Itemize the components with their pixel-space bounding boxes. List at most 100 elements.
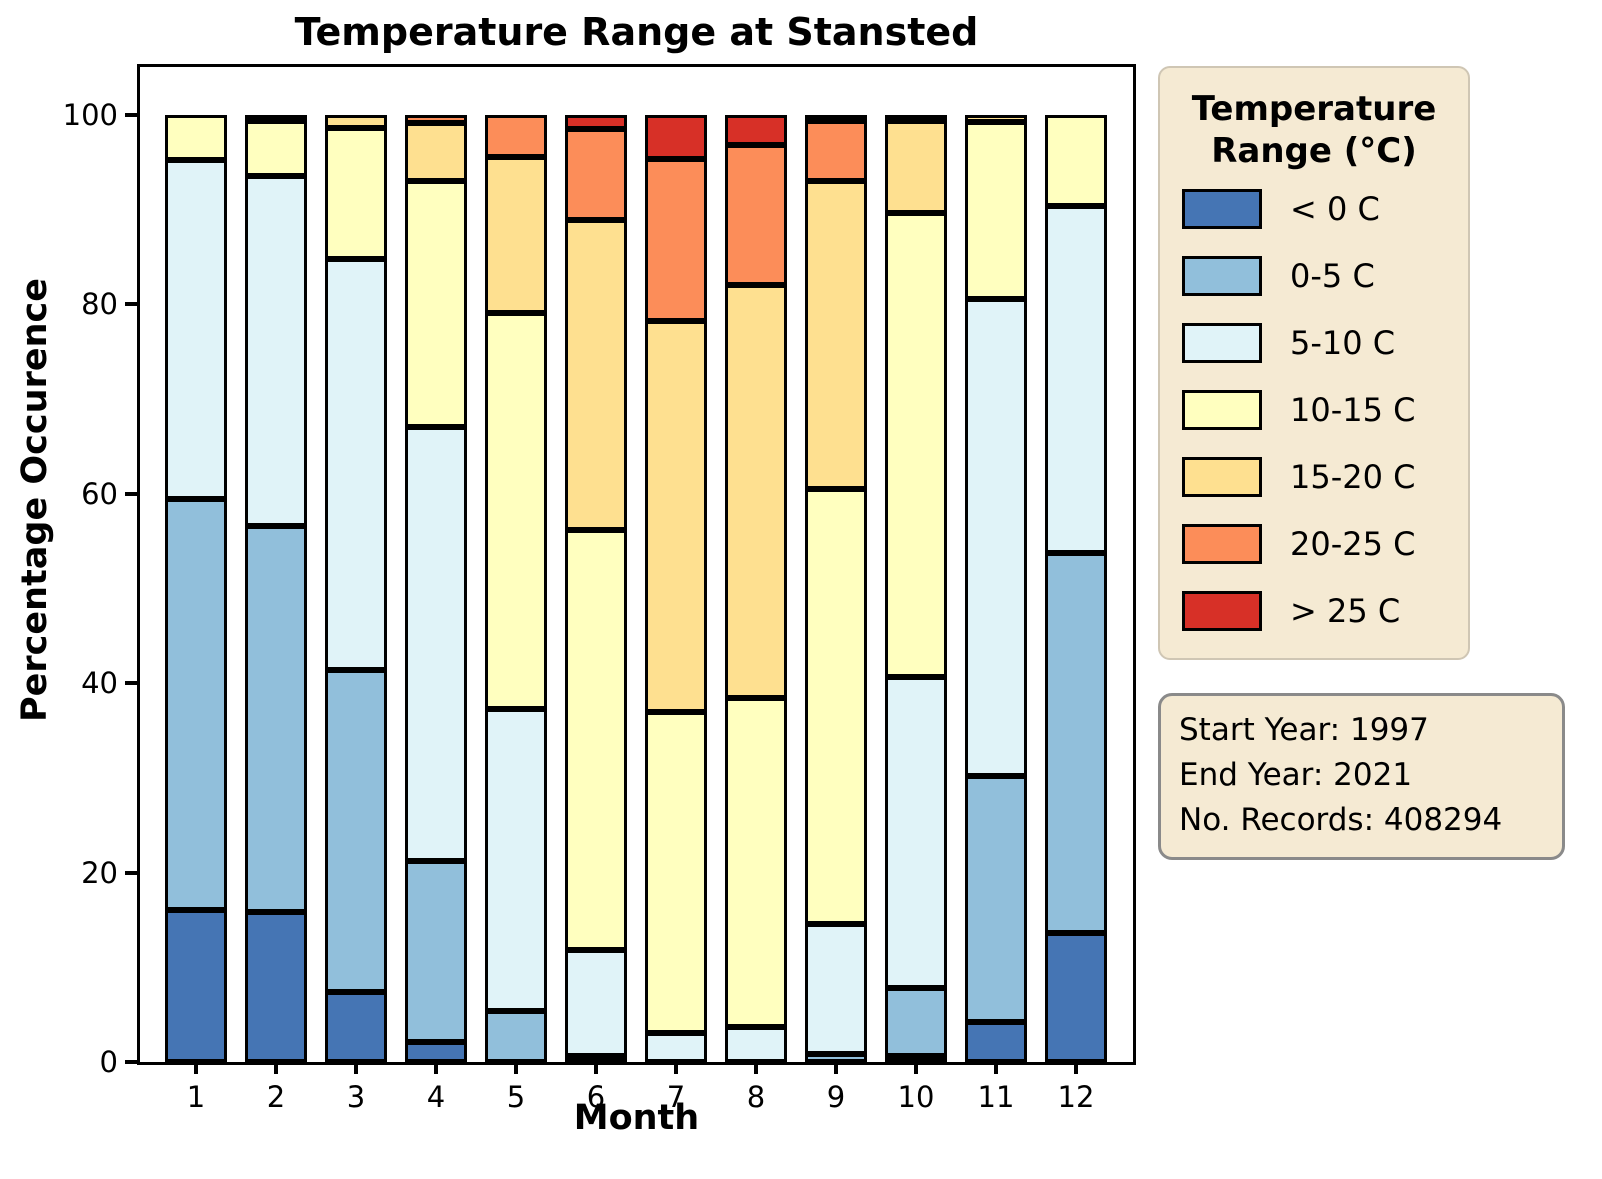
bar-segment bbox=[165, 498, 227, 910]
chart-title: Temperature Range at Stansted bbox=[294, 10, 979, 54]
bar-segment bbox=[805, 114, 867, 121]
legend-title-line: Range (°C) bbox=[1211, 131, 1417, 171]
bar-segment bbox=[805, 1054, 867, 1062]
x-tick-label: 11 bbox=[977, 1080, 1015, 1114]
x-tick-label: 3 bbox=[346, 1080, 366, 1114]
x-tick-label: 10 bbox=[897, 1080, 935, 1114]
bar-month-10 bbox=[885, 115, 947, 1062]
legend-title: Temperature Range (°C) bbox=[1182, 88, 1446, 172]
x-tick-label: 12 bbox=[1057, 1080, 1095, 1114]
bar-segment bbox=[805, 489, 867, 924]
x-tick-label: 9 bbox=[826, 1080, 846, 1114]
bar-segment bbox=[405, 181, 467, 427]
bar-segment bbox=[885, 115, 947, 121]
bar-segment bbox=[325, 258, 387, 670]
bar-segment bbox=[725, 145, 787, 285]
y-tick-mark bbox=[125, 1060, 137, 1064]
x-tick-mark bbox=[594, 1062, 598, 1074]
x-tick-label: 6 bbox=[586, 1080, 606, 1114]
bar-segment bbox=[965, 115, 1027, 122]
bar-segment bbox=[565, 219, 627, 531]
legend-label: 15-20 C bbox=[1290, 458, 1416, 496]
bar-segment bbox=[645, 1032, 707, 1062]
bar-segment bbox=[805, 120, 867, 181]
bar-segment bbox=[885, 213, 947, 678]
bar-segment bbox=[325, 669, 387, 992]
bar-segment bbox=[245, 912, 307, 1062]
x-tick-mark bbox=[834, 1062, 838, 1074]
legend-swatch bbox=[1182, 189, 1262, 229]
bar-segment bbox=[965, 1022, 1027, 1062]
legend-items: < 0 C 0-5 C 5-10 C 10-15 C 15-20 C 20-25 C > 2… bbox=[1182, 188, 1446, 632]
y-tick-mark bbox=[125, 681, 137, 686]
legend-item: 5-10 C bbox=[1182, 322, 1446, 364]
bar-segment bbox=[885, 1056, 947, 1062]
bar-month-3 bbox=[325, 115, 387, 1062]
bar-month-2 bbox=[245, 115, 307, 1062]
y-tick-label: 0 bbox=[99, 1045, 118, 1079]
bar-segment bbox=[165, 160, 227, 499]
bar-segment bbox=[725, 115, 787, 146]
bar-segment bbox=[885, 677, 947, 989]
legend-title-line: Temperature bbox=[1191, 89, 1437, 129]
x-tick-label: 5 bbox=[506, 1080, 526, 1114]
bar-segment bbox=[1045, 933, 1107, 1062]
bar-segment bbox=[245, 525, 307, 913]
bar-segment bbox=[245, 115, 307, 121]
x-tick-label: 8 bbox=[746, 1080, 766, 1114]
bar-segment bbox=[325, 115, 387, 129]
bar-segment bbox=[805, 923, 867, 1055]
legend-item: 10-15 C bbox=[1182, 389, 1446, 431]
y-tick-mark bbox=[125, 870, 137, 875]
bar-segment bbox=[405, 1042, 467, 1062]
bar-segment bbox=[405, 115, 467, 123]
x-tick-mark bbox=[914, 1062, 918, 1074]
bar-segment bbox=[245, 175, 307, 526]
bar-month-8 bbox=[725, 115, 787, 1062]
bar-segment bbox=[1045, 552, 1107, 934]
bar-segment bbox=[645, 158, 707, 321]
legend-item: 0-5 C bbox=[1182, 255, 1446, 297]
x-tick-label: 4 bbox=[426, 1080, 446, 1114]
bar-segment bbox=[645, 711, 707, 1033]
bar-segment bbox=[485, 708, 547, 1011]
x-tick-mark bbox=[994, 1062, 998, 1074]
x-tick-label: 2 bbox=[266, 1080, 286, 1114]
legend-swatch bbox=[1182, 591, 1262, 631]
legend-swatch bbox=[1182, 256, 1262, 296]
bar-segment bbox=[725, 1026, 787, 1062]
bar-segment bbox=[165, 909, 227, 1062]
bar-segment bbox=[485, 115, 547, 157]
legend-swatch bbox=[1182, 390, 1262, 430]
info-line: No. Records: 408294 bbox=[1179, 802, 1503, 838]
bar-month-7 bbox=[645, 115, 707, 1062]
bar-segment bbox=[645, 320, 707, 712]
info-line: Start Year: 1997 bbox=[1179, 712, 1429, 748]
bar-segment bbox=[405, 426, 467, 862]
legend-item: 20-25 C bbox=[1182, 523, 1446, 565]
bar-segment bbox=[645, 115, 707, 159]
bar-segment bbox=[885, 121, 947, 214]
legend-label: 20-25 C bbox=[1290, 525, 1416, 563]
bar-segment bbox=[565, 129, 627, 220]
y-tick-label: 20 bbox=[81, 855, 118, 890]
legend-label: 0-5 C bbox=[1290, 257, 1375, 295]
bar-month-4 bbox=[405, 115, 467, 1062]
bar-segment bbox=[565, 950, 627, 1056]
legend-label: < 0 C bbox=[1290, 190, 1380, 228]
bar-segment bbox=[885, 988, 947, 1056]
plot-area: 0 20 40 60 80 100 1 2 3 4 5 6 7 8 9 10 11 12 bbox=[63, 64, 1136, 1114]
bar-segment bbox=[485, 156, 547, 313]
bar-segment bbox=[725, 284, 787, 699]
bar-segment bbox=[405, 122, 467, 182]
y-tick-label: 80 bbox=[81, 287, 118, 322]
legend-label: 5-10 C bbox=[1290, 324, 1396, 362]
legend-swatch bbox=[1182, 457, 1262, 497]
bar-segment bbox=[245, 121, 307, 176]
x-tick-label: 1 bbox=[186, 1080, 206, 1114]
bar-month-5 bbox=[485, 115, 547, 1062]
x-tick-mark bbox=[514, 1062, 518, 1074]
legend-item: 15-20 C bbox=[1182, 456, 1446, 498]
legend-swatch bbox=[1182, 524, 1262, 564]
legend-label: > 25 C bbox=[1290, 592, 1401, 630]
